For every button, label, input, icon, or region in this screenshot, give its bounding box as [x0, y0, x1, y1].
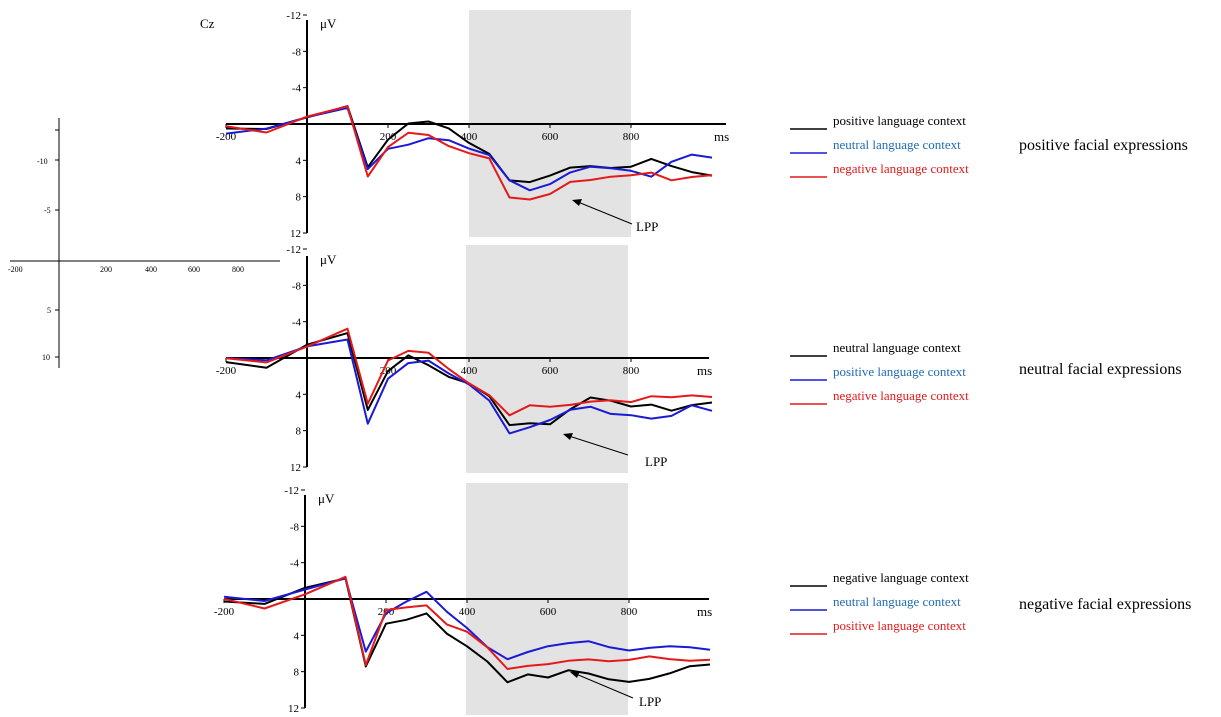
x-tick-label: 600 — [540, 606, 557, 618]
y-tick-label: -8 — [292, 280, 302, 292]
lpp-arrow-line — [577, 201, 633, 225]
y-tick-label: 12 — [288, 703, 299, 715]
lpp-arrow-line — [568, 435, 629, 456]
x-tick-label: -200 — [216, 365, 237, 377]
series-line-blue — [225, 338, 713, 435]
x-unit-label: ms — [697, 604, 712, 619]
inset-x-tick: 400 — [145, 265, 157, 274]
legend-entry: neutral language context — [833, 594, 961, 609]
legend-entry: negative language context — [833, 161, 969, 176]
inset-x-tick: 600 — [188, 265, 200, 274]
y-tick-label: 4 — [294, 630, 300, 642]
x-tick-label: 800 — [621, 606, 638, 618]
series-line-red — [225, 105, 713, 201]
lpp-arrow-line — [575, 673, 634, 699]
y-tick-label: 8 — [296, 426, 302, 438]
inset-x-tick: 200 — [100, 265, 112, 274]
inset-y-tick: 5 — [47, 306, 51, 315]
y-tick-label: -12 — [286, 10, 301, 22]
inset-axes: -200 200 400 600 800 -10 -5 5 10 — [8, 118, 280, 368]
legend-entry: positive language context — [833, 113, 966, 128]
y-tick-label: 4 — [296, 155, 302, 167]
series-line-red — [223, 575, 711, 670]
x-tick-label: -200 — [216, 131, 237, 143]
erp-panel-top: -12 -8 -4 4 8 12 -200 200 400 600 800 μV ms LPP positi… — [216, 10, 1188, 240]
condition-label: positive facial expressions — [1019, 137, 1188, 154]
lpp-arrow-head — [572, 199, 582, 206]
y-tick-label: 12 — [290, 228, 301, 240]
y-unit-label: μV — [318, 491, 335, 506]
x-tick-label: 400 — [459, 606, 476, 618]
lpp-label: LPP — [645, 454, 667, 469]
x-tick-label: 600 — [542, 365, 559, 377]
x-unit-label: ms — [714, 129, 729, 144]
y-tick-label: -8 — [292, 46, 302, 58]
x-tick-label: 600 — [542, 131, 559, 143]
series-line-black — [225, 332, 713, 427]
legend-entry: negative language context — [833, 388, 969, 403]
lpp-arrow-head — [563, 433, 573, 440]
y-tick-label: -4 — [292, 317, 302, 329]
x-tick-label: 200 — [380, 131, 397, 143]
y-unit-label: μV — [320, 16, 337, 31]
y-tick-label: -12 — [284, 485, 299, 497]
legend-entry: positive language context — [833, 364, 966, 379]
legend-entry: neutral language context — [833, 340, 961, 355]
series-line-blue — [223, 577, 711, 661]
inset-x-tick: -200 — [8, 265, 23, 274]
y-tick-label: -4 — [292, 83, 302, 95]
legend-entry: positive language context — [833, 618, 966, 633]
y-tick-label: -8 — [290, 521, 300, 533]
condition-label: negative facial expressions — [1019, 596, 1191, 613]
x-unit-label: ms — [697, 363, 712, 378]
y-tick-label: 4 — [296, 389, 302, 401]
x-tick-label: 400 — [461, 131, 478, 143]
y-tick-label: -4 — [290, 558, 300, 570]
series-line-red — [225, 327, 713, 417]
y-tick-label: 8 — [294, 667, 300, 679]
electrode-label: Cz — [200, 16, 215, 31]
x-tick-label: -200 — [214, 606, 235, 618]
lpp-label: LPP — [639, 694, 661, 709]
y-tick-label: 12 — [290, 462, 301, 474]
y-tick-label: 8 — [296, 192, 302, 204]
x-tick-label: 800 — [623, 131, 640, 143]
x-tick-label: 400 — [461, 365, 478, 377]
inset-x-tick: 800 — [232, 265, 244, 274]
x-tick-label: 800 — [623, 365, 640, 377]
condition-label: neutral facial expressions — [1019, 361, 1182, 378]
y-tick-label: -12 — [286, 244, 301, 256]
legend-entry: negative language context — [833, 570, 969, 585]
inset-y-tick: -10 — [37, 157, 48, 166]
inset-y-tick: 10 — [42, 353, 50, 362]
lpp-arrow-head — [570, 671, 580, 678]
y-unit-label: μV — [320, 252, 337, 267]
inset-y-tick: -5 — [44, 206, 51, 215]
legend-entry: neutral language context — [833, 137, 961, 152]
lpp-label: LPP — [636, 219, 658, 234]
